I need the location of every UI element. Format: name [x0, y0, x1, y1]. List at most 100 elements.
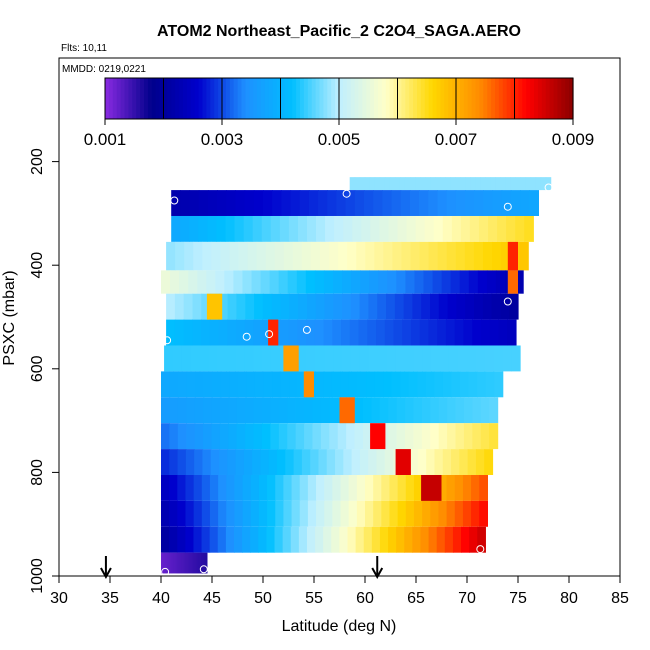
heatmap-cell [490, 177, 496, 191]
colorbar-segment [342, 78, 348, 119]
heatmap-cell [211, 241, 222, 271]
heatmap-cell [307, 474, 317, 501]
heatmap-cell [373, 190, 383, 216]
heatmap-cell [379, 526, 389, 553]
heatmap-cell [256, 241, 267, 271]
colorbar-segment [105, 78, 110, 119]
heatmap-cell [225, 215, 236, 242]
heatmap-cell [373, 500, 382, 527]
heatmap-cell [323, 526, 332, 553]
colorbar-tick-label: 0.003 [201, 130, 244, 149]
heatmap-cell [261, 423, 271, 450]
heatmap-cell [267, 474, 276, 501]
heatmap-cell [445, 177, 451, 191]
heatmap-cell [258, 526, 268, 553]
heatmap-cell [461, 526, 470, 553]
heatmap-cell [491, 241, 502, 271]
chart-title: ATOM2 Northeast_Pacific_2 C2O4_SAGA.AERO [157, 23, 521, 40]
heatmap-cell [233, 526, 243, 553]
heatmap-cell [180, 190, 191, 216]
heatmap-cell [289, 371, 299, 398]
y-tick-label: 400 [29, 252, 46, 279]
heatmap-cell [164, 345, 174, 372]
heatmap-cell [409, 449, 419, 475]
heatmap-cell [324, 500, 333, 527]
colorbar-segment [557, 78, 562, 119]
colorbar-segment [381, 78, 387, 119]
heatmap-cell [205, 552, 208, 574]
heatmap-cell [287, 397, 297, 424]
heatmap-cell [442, 371, 453, 398]
heatmap-cell [242, 270, 253, 294]
sample-point [199, 565, 208, 574]
heatmap-cell [174, 552, 177, 574]
colorbar-segment [311, 78, 317, 119]
heatmap-cell [306, 319, 316, 346]
sample-points [161, 183, 553, 576]
heatmap-cell [202, 449, 212, 475]
heatmap-band [166, 293, 519, 320]
heatmap-cell [325, 215, 335, 242]
heatmap-cell [360, 270, 370, 294]
heatmap-cell [466, 345, 477, 372]
heatmap-cell [459, 270, 470, 294]
colorbar: 0.001 0.003 0.005 0.007 0.009 [84, 77, 594, 149]
heatmap-cell [370, 215, 380, 242]
colorbar-segment [136, 78, 141, 119]
heatmap-cell [238, 241, 249, 271]
heatmap-cell [432, 270, 443, 294]
colorbar-segment [385, 78, 391, 119]
heatmap-cell [252, 215, 263, 242]
heatmap-cell [376, 319, 386, 346]
heatmap-feature-cell [370, 423, 386, 450]
colorbar-segment [167, 78, 172, 119]
heatmap-cell [235, 190, 246, 216]
heatmap-cell [401, 241, 412, 271]
heatmap-cell [384, 449, 394, 475]
heatmap-cell [439, 345, 450, 372]
heatmap-cell [190, 552, 193, 574]
heatmap-cell [181, 345, 192, 372]
heatmap-cell [209, 526, 219, 553]
heatmap-cell [367, 319, 377, 346]
heatmap-cell [218, 293, 229, 320]
heatmap-cell [323, 270, 334, 294]
heatmap-cell [484, 345, 494, 372]
colorbar-segment [420, 78, 426, 119]
heatmap-cell [421, 423, 431, 450]
x-tick-label: 60 [356, 590, 374, 607]
heatmap-cell [203, 552, 206, 574]
heatmap-cell [446, 241, 457, 271]
colorbar-segment [522, 78, 527, 119]
heatmap-cell [535, 177, 542, 191]
colorbar-segment [502, 78, 508, 119]
heatmap-cell [306, 293, 317, 320]
heatmap-cell [291, 474, 301, 501]
colorbar-segment [495, 78, 500, 119]
heatmap-cell [455, 190, 466, 216]
heatmap-cell [193, 500, 203, 527]
heatmap-cell [501, 241, 511, 271]
colorbar-segment [405, 78, 410, 119]
heatmap-cell [359, 449, 369, 475]
heatmap-cell [290, 190, 301, 216]
heatmap-cell [454, 319, 465, 346]
heatmap-cell [206, 270, 216, 294]
heatmap-cell [277, 449, 286, 475]
heatmap-cell [278, 270, 289, 294]
heatmap-cell [540, 177, 547, 191]
heatmap-cell [263, 190, 273, 216]
colorbar-segment [483, 78, 488, 119]
heatmap-cell [314, 270, 325, 294]
colorbar-segment [186, 78, 192, 119]
colorbar-segment [541, 78, 547, 119]
heatmap-cell [247, 241, 258, 271]
heatmap-cell [368, 345, 379, 372]
colorbar-segment [159, 78, 165, 119]
heatmap-cell [359, 345, 370, 372]
heatmap-cell [485, 371, 495, 398]
heatmap-cell [343, 449, 353, 475]
heatmap-cell [229, 371, 239, 398]
x-axis: 30 35 40 45 50 55 60 65 70 75 80 85 [50, 576, 629, 607]
colorbar-tick-label: 0.001 [84, 130, 127, 149]
